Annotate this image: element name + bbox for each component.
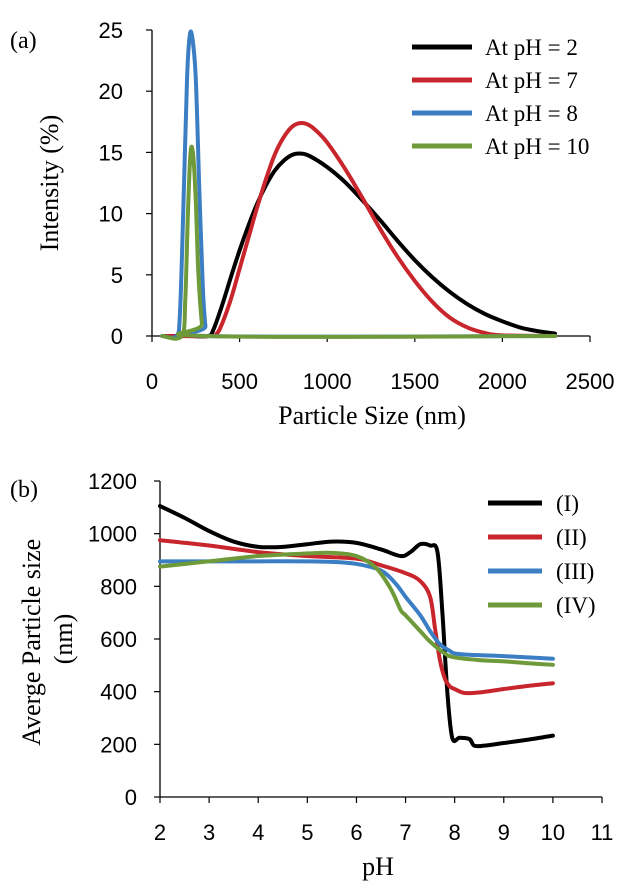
x-tick-label: 5 bbox=[301, 820, 313, 845]
x-axis-title-a: Particle Size (nm) bbox=[278, 401, 466, 430]
series-line-1 bbox=[158, 504, 555, 749]
y-axis-title-a: Intensity (%) bbox=[35, 115, 64, 251]
legend-label-2: (II) bbox=[556, 525, 587, 550]
series-line-3 bbox=[158, 559, 555, 661]
tick-labels-b: 0 200 400 600 800 1000 1200 2 3 4 5 6 7 8 9 10 11 bbox=[88, 469, 613, 845]
panel-label-a: (a) bbox=[10, 28, 37, 54]
y-tick-label: 1200 bbox=[88, 469, 137, 494]
legend-label-3: (III) bbox=[556, 559, 594, 584]
series-line-4 bbox=[160, 144, 557, 341]
series-group-b bbox=[158, 504, 555, 749]
y-axis-title-b-line-2: (nm) bbox=[49, 614, 78, 665]
x-tick-label: 500 bbox=[221, 369, 258, 394]
x-tick-label: 1500 bbox=[390, 369, 439, 394]
legend-b: (I) (II) (III) (IV) bbox=[488, 491, 596, 618]
y-tick-label: 600 bbox=[100, 627, 137, 652]
x-tick-label: 11 bbox=[591, 820, 614, 845]
legend-label-1: (I) bbox=[556, 491, 579, 516]
series-line-2 bbox=[160, 121, 557, 339]
y-tick-label: 400 bbox=[100, 680, 137, 705]
tick-labels-a: 0 5 10 15 20 25 0 500 1000 1500 2000 2500 bbox=[99, 18, 615, 394]
y-tick-label: 800 bbox=[100, 574, 137, 599]
chart-panel-b: (b) pH Averge Particle size (nm) 0 200 400… bbox=[10, 469, 613, 881]
y-tick-label: 10 bbox=[99, 202, 123, 227]
x-tick-label: 10 bbox=[541, 820, 565, 845]
x-tick-label: 6 bbox=[350, 820, 362, 845]
y-axis-title-b-line-1: Averge Particle size bbox=[17, 539, 46, 746]
x-tick-label: 7 bbox=[399, 820, 411, 845]
x-tick-label: 2500 bbox=[566, 369, 615, 394]
y-tick-label: 20 bbox=[99, 79, 123, 104]
x-tick-label: 3 bbox=[203, 820, 215, 845]
y-tick-label: 25 bbox=[99, 18, 123, 43]
panel-label-b: (b) bbox=[10, 477, 38, 503]
legend-label-2: At pH = 7 bbox=[485, 68, 578, 93]
axes-b bbox=[154, 480, 603, 803]
legend-label-4: (IV) bbox=[556, 593, 596, 618]
y-tick-label: 5 bbox=[111, 263, 123, 288]
chart-panel-a: (a) Particle Size (nm) Intensity (%) 0 5 1… bbox=[10, 18, 614, 430]
legend-label-3: At pH = 8 bbox=[485, 101, 578, 126]
y-tick-label: 15 bbox=[99, 140, 123, 165]
legend-a: At pH = 2 At pH = 7 At pH = 8 At pH = 10 bbox=[412, 35, 589, 159]
series-line-2 bbox=[158, 538, 555, 696]
legend-label-1: At pH = 2 bbox=[485, 35, 578, 60]
x-tick-label: 2000 bbox=[478, 369, 527, 394]
y-axis-title-b: Averge Particle size (nm) bbox=[17, 532, 78, 745]
x-tick-label: 1000 bbox=[303, 369, 352, 394]
x-tick-label: 2 bbox=[154, 820, 166, 845]
x-tick-label: 9 bbox=[498, 820, 510, 845]
x-tick-label: 8 bbox=[449, 820, 461, 845]
y-tick-label: 0 bbox=[111, 324, 123, 349]
legend-label-4: At pH = 10 bbox=[485, 134, 589, 159]
x-tick-label: 0 bbox=[146, 369, 158, 394]
y-tick-label: 200 bbox=[100, 732, 137, 757]
y-tick-label: 1000 bbox=[88, 522, 137, 547]
series-group-a bbox=[160, 29, 557, 341]
series-line-4 bbox=[158, 550, 555, 667]
x-tick-label: 4 bbox=[252, 820, 264, 845]
y-tick-label: 0 bbox=[125, 785, 137, 810]
x-axis-title-b: pH bbox=[362, 852, 394, 881]
series-line-1 bbox=[160, 151, 557, 339]
